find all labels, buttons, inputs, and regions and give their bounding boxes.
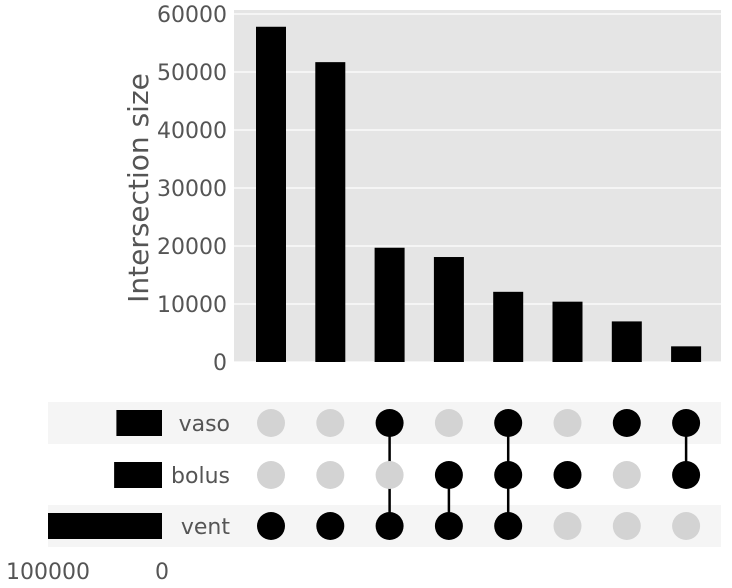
matrix-dot-inactive	[672, 512, 701, 540]
matrix-dot-inactive	[375, 461, 404, 489]
matrix-dot-active	[672, 461, 701, 489]
set-size-bars	[48, 410, 162, 539]
matrix-dot-inactive	[553, 512, 582, 540]
set-label: vent	[181, 515, 230, 540]
y-tick-label: 20000	[157, 235, 227, 260]
y-tick-label: 60000	[157, 3, 227, 28]
intersection-bar	[611, 321, 642, 362]
plot-area-background	[234, 10, 721, 362]
set-size-tick-label: 0	[155, 560, 169, 585]
matrix-dot-active	[553, 461, 582, 489]
matrix-dot-active	[375, 512, 404, 540]
matrix-dot-inactive	[434, 409, 463, 437]
y-tick-label: 30000	[157, 177, 227, 202]
set-label: vaso	[179, 412, 230, 437]
matrix-dot-active	[257, 512, 285, 540]
matrix-dot-inactive	[316, 461, 345, 489]
set-size-bar	[114, 462, 162, 488]
y-axis-label: Intersection size	[122, 73, 155, 303]
y-axis-ticks: 0 10000 20000 30000 40000 50000 60000	[157, 3, 227, 376]
set-label: bolus	[171, 464, 230, 489]
matrix-dot-inactive	[553, 409, 582, 437]
matrix-dot-active	[434, 461, 463, 489]
intersection-bar	[493, 291, 524, 362]
y-tick-label: 10000	[157, 293, 227, 318]
intersection-bar	[671, 346, 702, 362]
intersection-bars	[256, 26, 702, 362]
matrix-dot-active	[612, 409, 641, 437]
y-tick-label: 40000	[157, 119, 227, 144]
intersection-bar	[552, 301, 583, 362]
matrix-dot-active	[672, 409, 701, 437]
matrix-dot-inactive	[612, 461, 641, 489]
y-tick-label: 0	[213, 351, 227, 376]
set-size-tick-label: 100000	[6, 560, 90, 585]
intersection-bar	[315, 62, 346, 362]
matrix-dot-active	[375, 409, 404, 437]
matrix-dot-inactive	[612, 512, 641, 540]
intersection-bar	[433, 257, 464, 362]
matrix-dot-active	[494, 512, 523, 540]
matrix-dot-inactive	[257, 461, 285, 489]
intersection-matrix	[257, 409, 701, 540]
y-tick-label: 50000	[157, 61, 227, 86]
matrix-dot-active	[494, 409, 523, 437]
matrix-dot-active	[316, 512, 345, 540]
matrix-dot-inactive	[257, 409, 285, 437]
matrix-dot-inactive	[316, 409, 345, 437]
set-labels: vaso bolus vent	[171, 412, 230, 540]
matrix-dot-active	[434, 512, 463, 540]
matrix-dot-active	[494, 461, 523, 489]
set-size-bar	[116, 410, 162, 436]
intersection-bar	[374, 247, 405, 362]
set-size-axis-ticks: 100000 0	[6, 560, 169, 585]
set-size-bar	[48, 513, 162, 539]
intersection-bar	[256, 26, 286, 362]
grid-lines	[234, 13, 721, 363]
